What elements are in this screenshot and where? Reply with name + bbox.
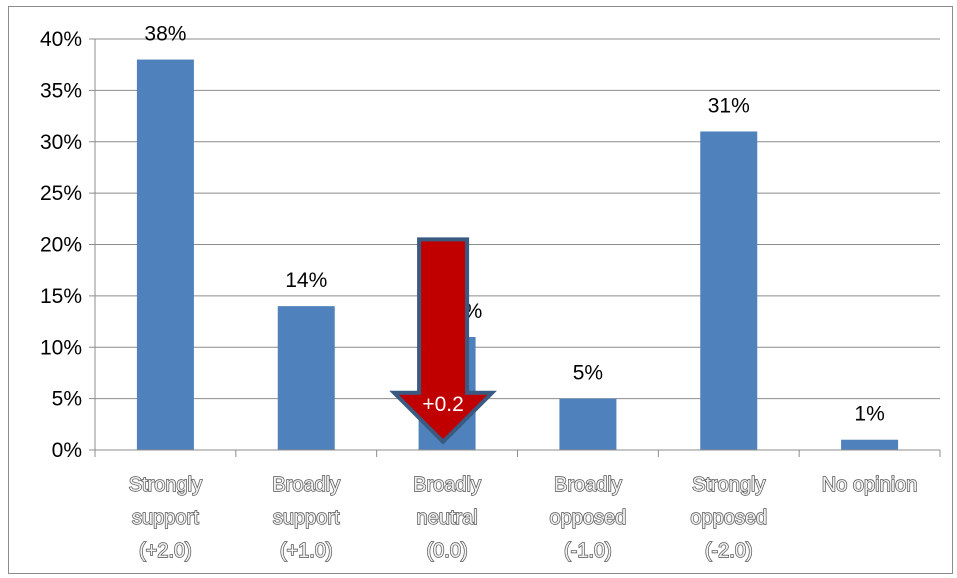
category-label: (-2.0) [705, 540, 753, 562]
data-label: 38% [144, 23, 186, 46]
category-label: Strongly [692, 474, 765, 496]
data-labels: 38%14%11%5%31%1% [144, 23, 884, 426]
y-tick-label: 10% [40, 336, 82, 359]
category-label: opposed [550, 507, 627, 529]
category-label: support [132, 507, 199, 529]
category-label: Strongly [129, 474, 202, 496]
data-label: 14% [285, 269, 327, 292]
y-tick-label: 0% [52, 439, 82, 462]
y-tick-label: 15% [40, 285, 82, 308]
category-label: No opinion [822, 474, 918, 496]
y-tick-label: 35% [40, 79, 82, 102]
bar [277, 306, 335, 450]
y-axis-ticks: 0% 5% 10% 15% 20% 25% 30% 35% 40% [40, 28, 95, 462]
category-label: Broadly [413, 474, 481, 496]
x-axis [94, 39, 941, 457]
data-label: 1% [854, 403, 884, 426]
y-tick-label: 25% [40, 182, 82, 205]
category-label: (+2.0) [139, 540, 192, 562]
data-label: 31% [708, 94, 750, 117]
category-label: opposed [690, 507, 767, 529]
bars [136, 59, 899, 451]
y-tick-label: 30% [40, 131, 82, 154]
category-label: support [273, 507, 340, 529]
down-arrow-annotation [389, 237, 497, 445]
category-label: (+1.0) [280, 540, 333, 562]
category-labels: Strongly support (+2.0) Broadly support (+1.0… [128, 473, 918, 562]
bar [136, 59, 194, 451]
category-label: (-1.0) [564, 540, 612, 562]
y-tick-label: 20% [40, 234, 82, 257]
bar [559, 398, 617, 450]
category-label: (0.0) [427, 540, 468, 562]
category-label: neutral [417, 507, 478, 529]
category-label: Broadly [554, 474, 622, 496]
annotation-label: +0.2 [422, 393, 463, 416]
category-label: Broadly [272, 474, 340, 496]
annotation: +0.2 [389, 237, 497, 445]
bar [841, 439, 899, 450]
y-tick-label: 5% [52, 388, 82, 411]
grid-lines [95, 38, 940, 400]
data-label: 5% [573, 362, 603, 385]
bar [700, 131, 758, 450]
y-tick-label: 40% [40, 28, 82, 51]
